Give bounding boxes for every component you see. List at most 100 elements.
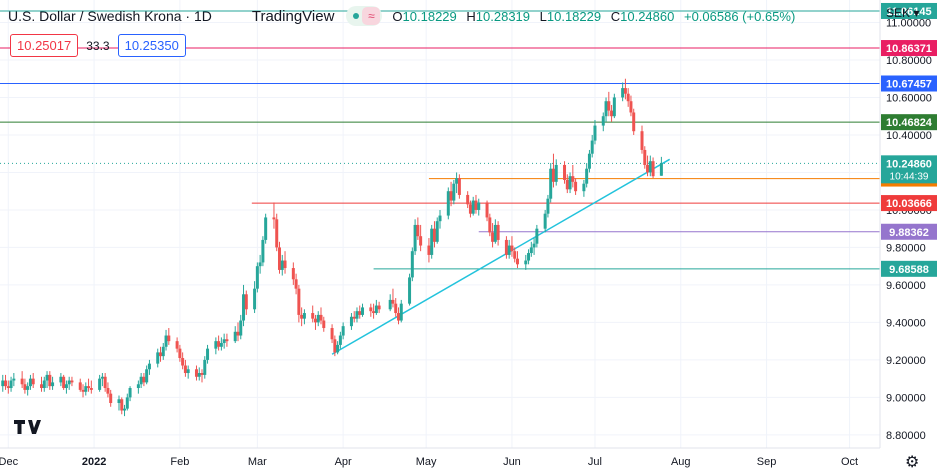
grid-lines (0, 0, 880, 448)
candle-body (167, 335, 171, 342)
candle-body (242, 294, 246, 321)
candle-body (45, 374, 49, 381)
candle-body (372, 311, 376, 314)
low-value: 10.18229 (546, 8, 602, 24)
symbol-title[interactable]: U.S. Dollar / Swedish Krona · 1D (8, 8, 212, 24)
candle-body (319, 314, 323, 321)
time-tick-label: 2022 (82, 456, 106, 468)
candle-body (587, 153, 591, 169)
time-axis: Dec 2022 Feb Mar Apr May Jun Jul Aug Sep Oct (0, 447, 880, 468)
candle-body (416, 224, 420, 237)
candle-body (302, 313, 306, 319)
candle-body (585, 168, 589, 184)
candle-body (117, 399, 121, 404)
candle-body (446, 191, 450, 216)
level-price-label: 9.68588 (889, 264, 929, 276)
ascending-trendline[interactable] (331, 158, 671, 355)
candle-body (455, 178, 459, 184)
candle-body (471, 200, 475, 214)
trendline (331, 158, 671, 355)
market-open-dot-icon (353, 13, 360, 19)
candle-body (646, 164, 650, 173)
candle-body (610, 110, 614, 117)
price-tick-label: 10.60000 (886, 92, 932, 104)
candle-body (103, 376, 107, 389)
candle-body (26, 386, 30, 390)
candle-body (316, 314, 320, 323)
price-tick-label: 9.40000 (886, 317, 926, 329)
level-price-labels: 11.0614510.8637110.6745710.4682410.16739… (881, 2, 937, 277)
candle-body (214, 341, 218, 349)
candle-body (394, 303, 398, 314)
candle-body (159, 352, 163, 357)
candle-body (659, 163, 663, 176)
candle-body (629, 101, 633, 113)
candle-body (352, 316, 356, 319)
candle-body (640, 131, 644, 150)
candle-body (477, 202, 481, 210)
candle-body (206, 348, 210, 360)
candle-body (225, 339, 229, 342)
sell-button[interactable]: 10.25017 (10, 34, 79, 57)
candle-body (275, 219, 279, 248)
candle-body (438, 215, 442, 222)
wave-icon: ≈ (362, 7, 381, 25)
candle-body (236, 331, 240, 336)
gear-icon[interactable]: ⚙ (905, 454, 920, 471)
candle-body (128, 388, 132, 398)
ohlc-readout: O10.18229 H10.28319 L10.18229 C10.24860 … (392, 9, 795, 24)
candle-body (311, 313, 315, 319)
buy-button[interactable]: 10.25350 (117, 34, 186, 57)
candle-body (175, 341, 179, 349)
price-tick-label: 9.00000 (886, 392, 926, 404)
candle-body (291, 268, 295, 280)
candle-body (178, 348, 182, 359)
candle-body (87, 386, 91, 389)
market-status[interactable]: ≈ (346, 6, 383, 26)
spread-value: 33.3 (86, 38, 110, 53)
chart-header: U.S. Dollar / Swedish Krona · 1D Trading… (8, 6, 795, 26)
candle-body (181, 358, 185, 366)
open-label: O (392, 8, 403, 24)
close-value: 10.24860 (620, 8, 675, 24)
level-price-label: 10.86371 (886, 43, 932, 55)
candle-body (78, 382, 82, 390)
candle-body (333, 339, 337, 353)
candle-body (194, 369, 198, 377)
candle-body (42, 380, 46, 389)
last-price-label: 10.24860 (886, 158, 932, 170)
candle-body (89, 388, 93, 390)
candle-body (139, 376, 143, 385)
currency-selector[interactable]: SEK ▾ (886, 6, 919, 20)
candle-body (457, 178, 461, 195)
candle-body (272, 217, 276, 220)
candle-body (70, 380, 74, 383)
candle-body (593, 125, 597, 141)
candle-body (399, 303, 403, 321)
candles (1, 78, 663, 417)
time-tick-label: Jul (588, 456, 602, 468)
candle-body (222, 339, 226, 344)
level-price-label: 10.03666 (886, 198, 932, 210)
candle-body (361, 307, 365, 315)
candle-body (377, 305, 381, 310)
candle-body (474, 200, 478, 210)
last-price-tag-bg (881, 155, 937, 184)
candle-body (374, 305, 378, 314)
price-tick-label: 9.80000 (886, 242, 926, 254)
candle-body (432, 228, 436, 242)
candle-body (125, 397, 129, 409)
candle-body (100, 376, 104, 379)
candle-body (62, 376, 66, 389)
candle-body (338, 335, 342, 345)
candle-body (513, 251, 517, 259)
level-price-label-bg (881, 114, 937, 131)
candle-body (632, 112, 636, 132)
candle-body (563, 164, 567, 180)
candle-body (485, 202, 489, 218)
candle-body (239, 320, 243, 336)
tradingview-logo-icon[interactable] (14, 418, 42, 436)
candle-body (408, 277, 412, 304)
candle-body (200, 373, 204, 375)
